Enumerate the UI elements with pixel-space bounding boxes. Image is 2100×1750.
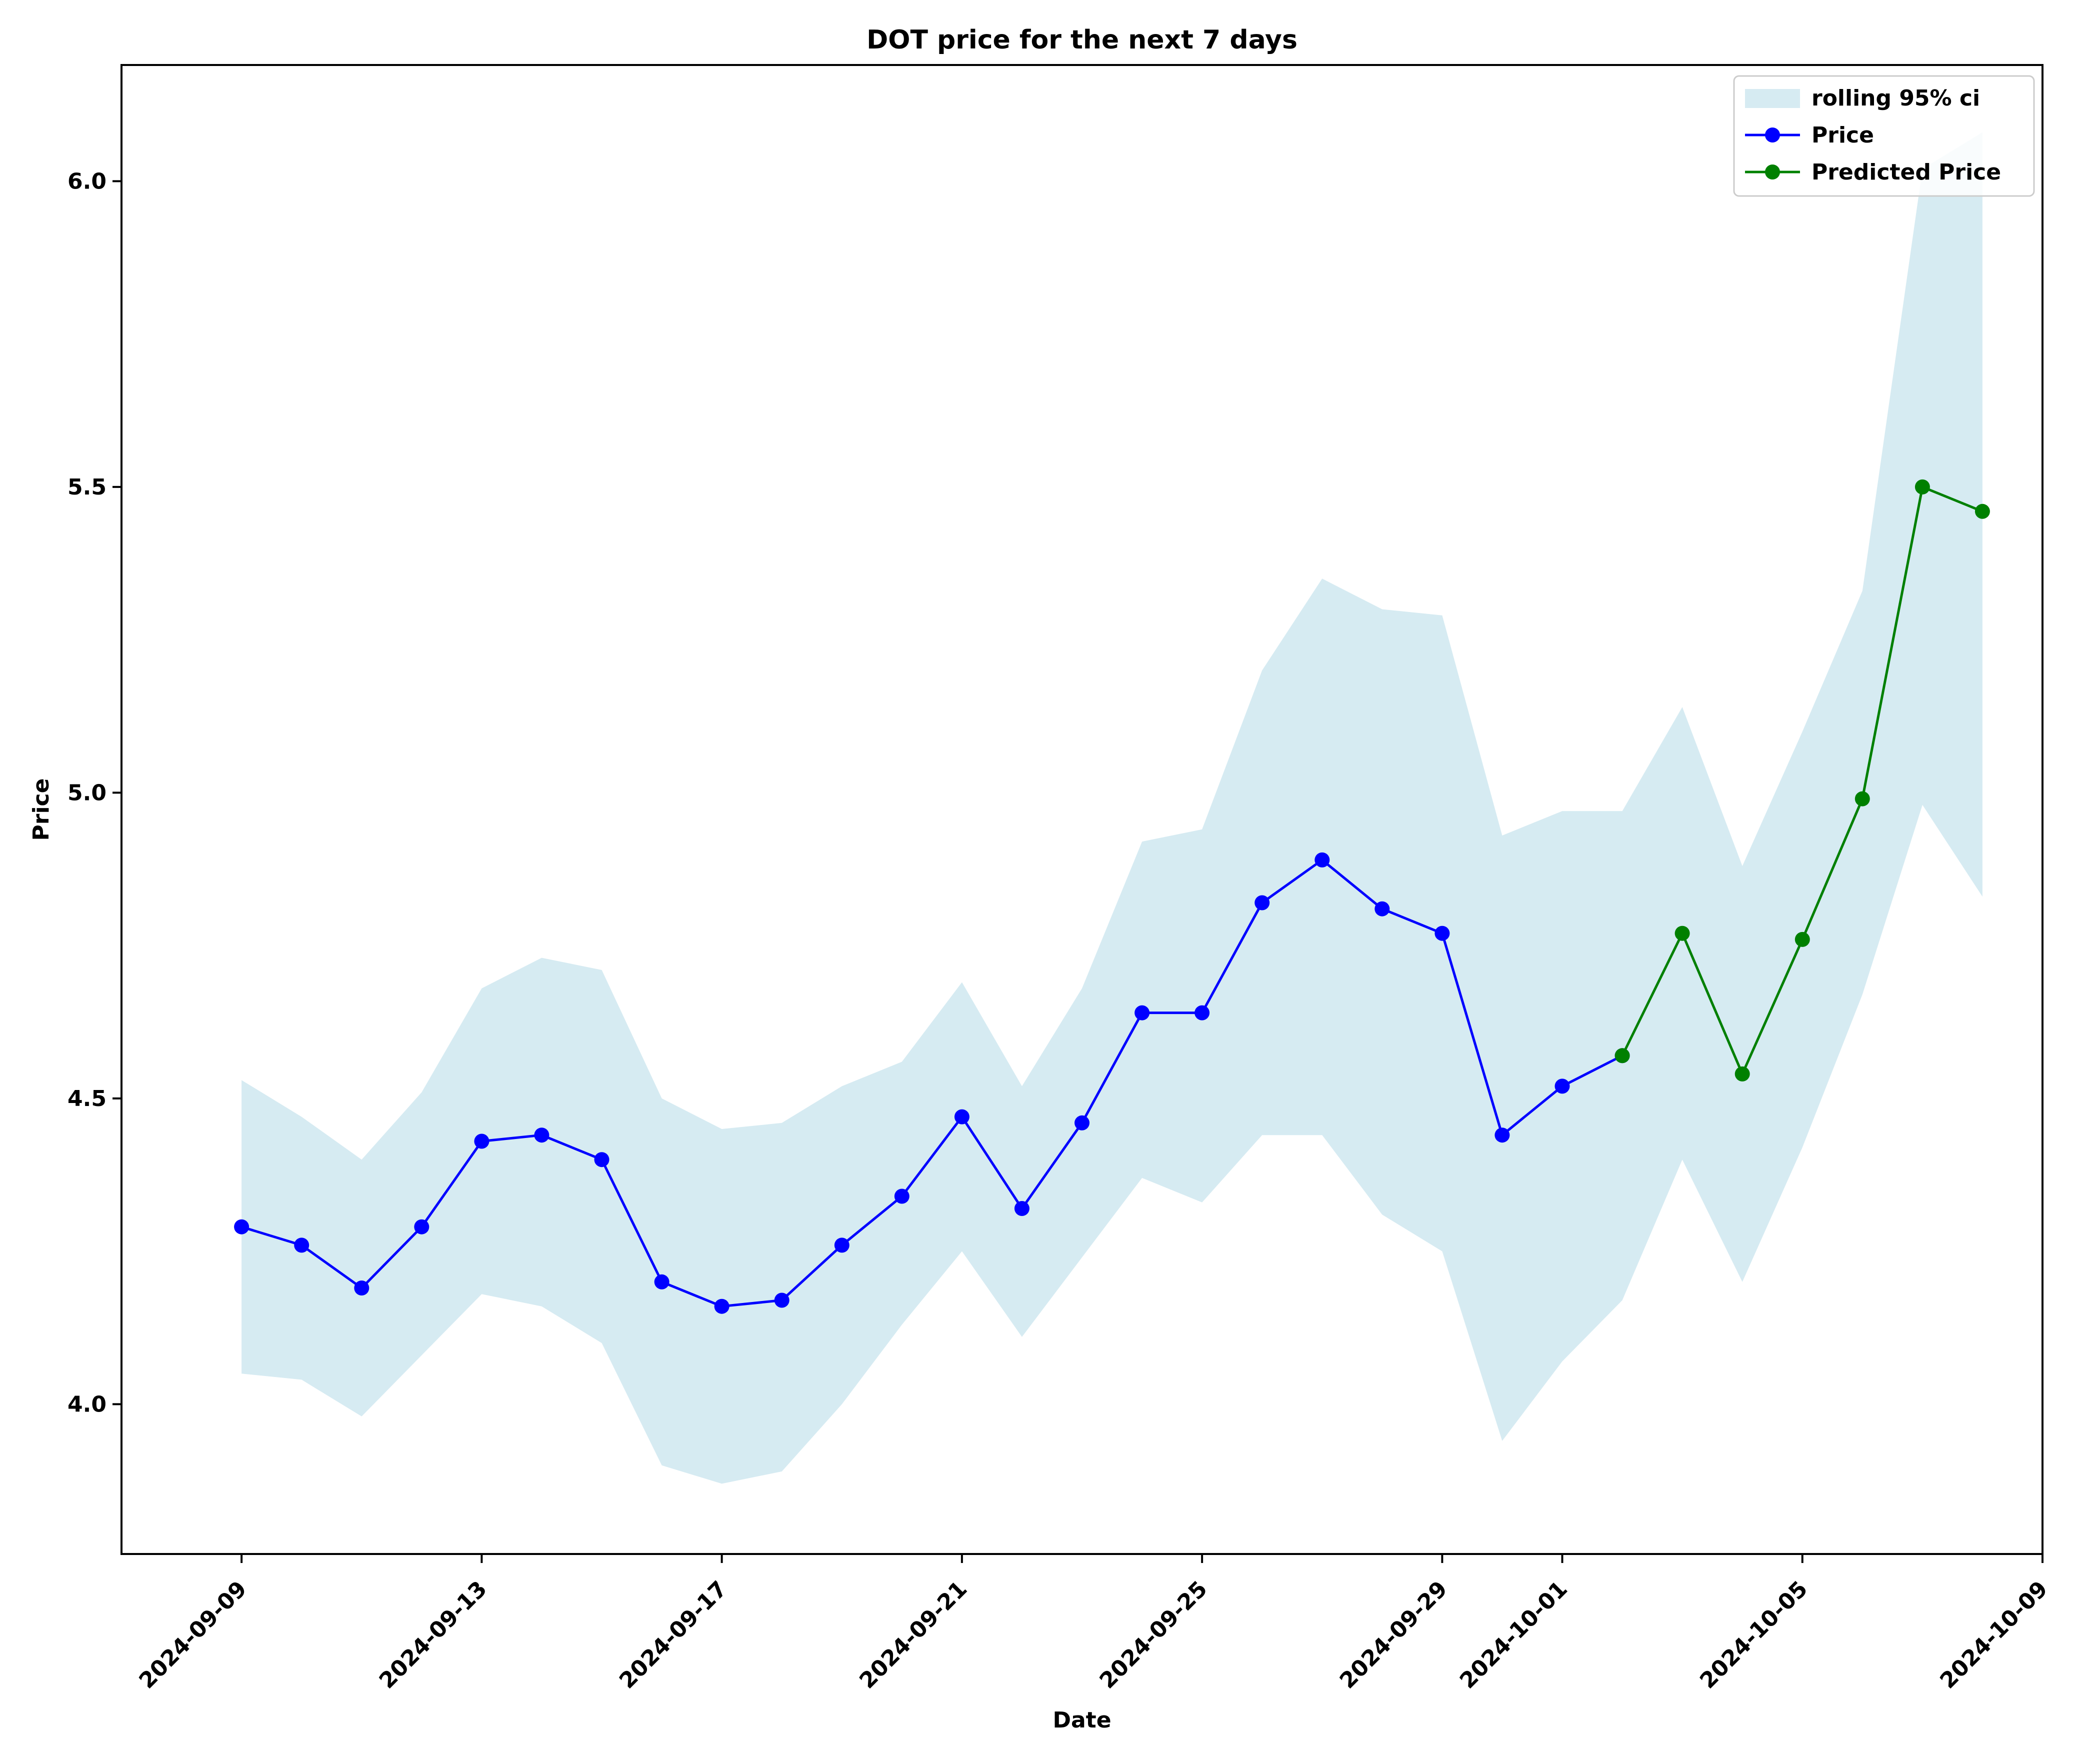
price-point (774, 1292, 790, 1308)
price-point (714, 1298, 730, 1314)
legend-marker-price (1765, 128, 1780, 142)
price-point (1074, 1115, 1090, 1130)
price-point (534, 1128, 550, 1143)
chart-title: DOT price for the next 7 days (866, 25, 1298, 55)
legend: rolling 95% ci Price Predicted Price (1733, 75, 2035, 197)
price-point (654, 1274, 670, 1290)
predicted-price-point (1974, 504, 1990, 519)
legend-marker-predicted-price (1765, 164, 1780, 180)
y-tick-label: 5.5 (68, 474, 106, 500)
y-axis: 4.0 4.5 5.0 5.5 6.0 (68, 168, 122, 1417)
ci-band (242, 132, 1982, 1484)
price-point (1554, 1078, 1570, 1094)
price-point (1494, 1128, 1510, 1143)
price-point (1314, 852, 1330, 868)
price-point (1014, 1201, 1030, 1216)
price-point (234, 1219, 250, 1234)
predicted-price-point (1734, 1066, 1750, 1082)
plot-frame (120, 64, 2044, 1555)
predicted-price-point (1914, 479, 1930, 494)
y-tick-label: 4.5 (68, 1086, 106, 1112)
price-point (1134, 1005, 1150, 1020)
y-tick-label: 4.0 (68, 1392, 106, 1417)
predicted-price-point (1674, 926, 1690, 941)
y-tick-label: 6.0 (68, 168, 106, 194)
price-point (834, 1238, 850, 1253)
price-point (1194, 1005, 1210, 1020)
legend-label: Price (1812, 122, 1874, 148)
legend-label: Predicted Price (1812, 160, 2001, 185)
plot-area (234, 132, 1990, 1484)
price-point (354, 1280, 370, 1296)
y-tick-label: 5.0 (68, 780, 106, 806)
price-point (1374, 901, 1390, 916)
legend-box (1733, 75, 2035, 197)
x-axis-label: Date (1052, 1708, 1111, 1733)
price-point (474, 1134, 490, 1149)
predicted-price-point (1794, 932, 1810, 947)
price-point (414, 1219, 430, 1234)
price-point (294, 1238, 310, 1253)
predicted-price-point (1614, 1048, 1630, 1064)
price-point (954, 1109, 970, 1124)
legend-label: rolling 95% ci (1812, 86, 1980, 111)
price-point (894, 1188, 910, 1204)
predicted-price-point (1854, 791, 1870, 806)
price-point (1254, 895, 1270, 910)
price-point (1434, 926, 1450, 941)
price-line (241, 858, 1623, 1308)
legend-swatch-ci (1745, 89, 1800, 108)
y-axis-label: Price (28, 778, 54, 841)
price-point (594, 1152, 610, 1168)
